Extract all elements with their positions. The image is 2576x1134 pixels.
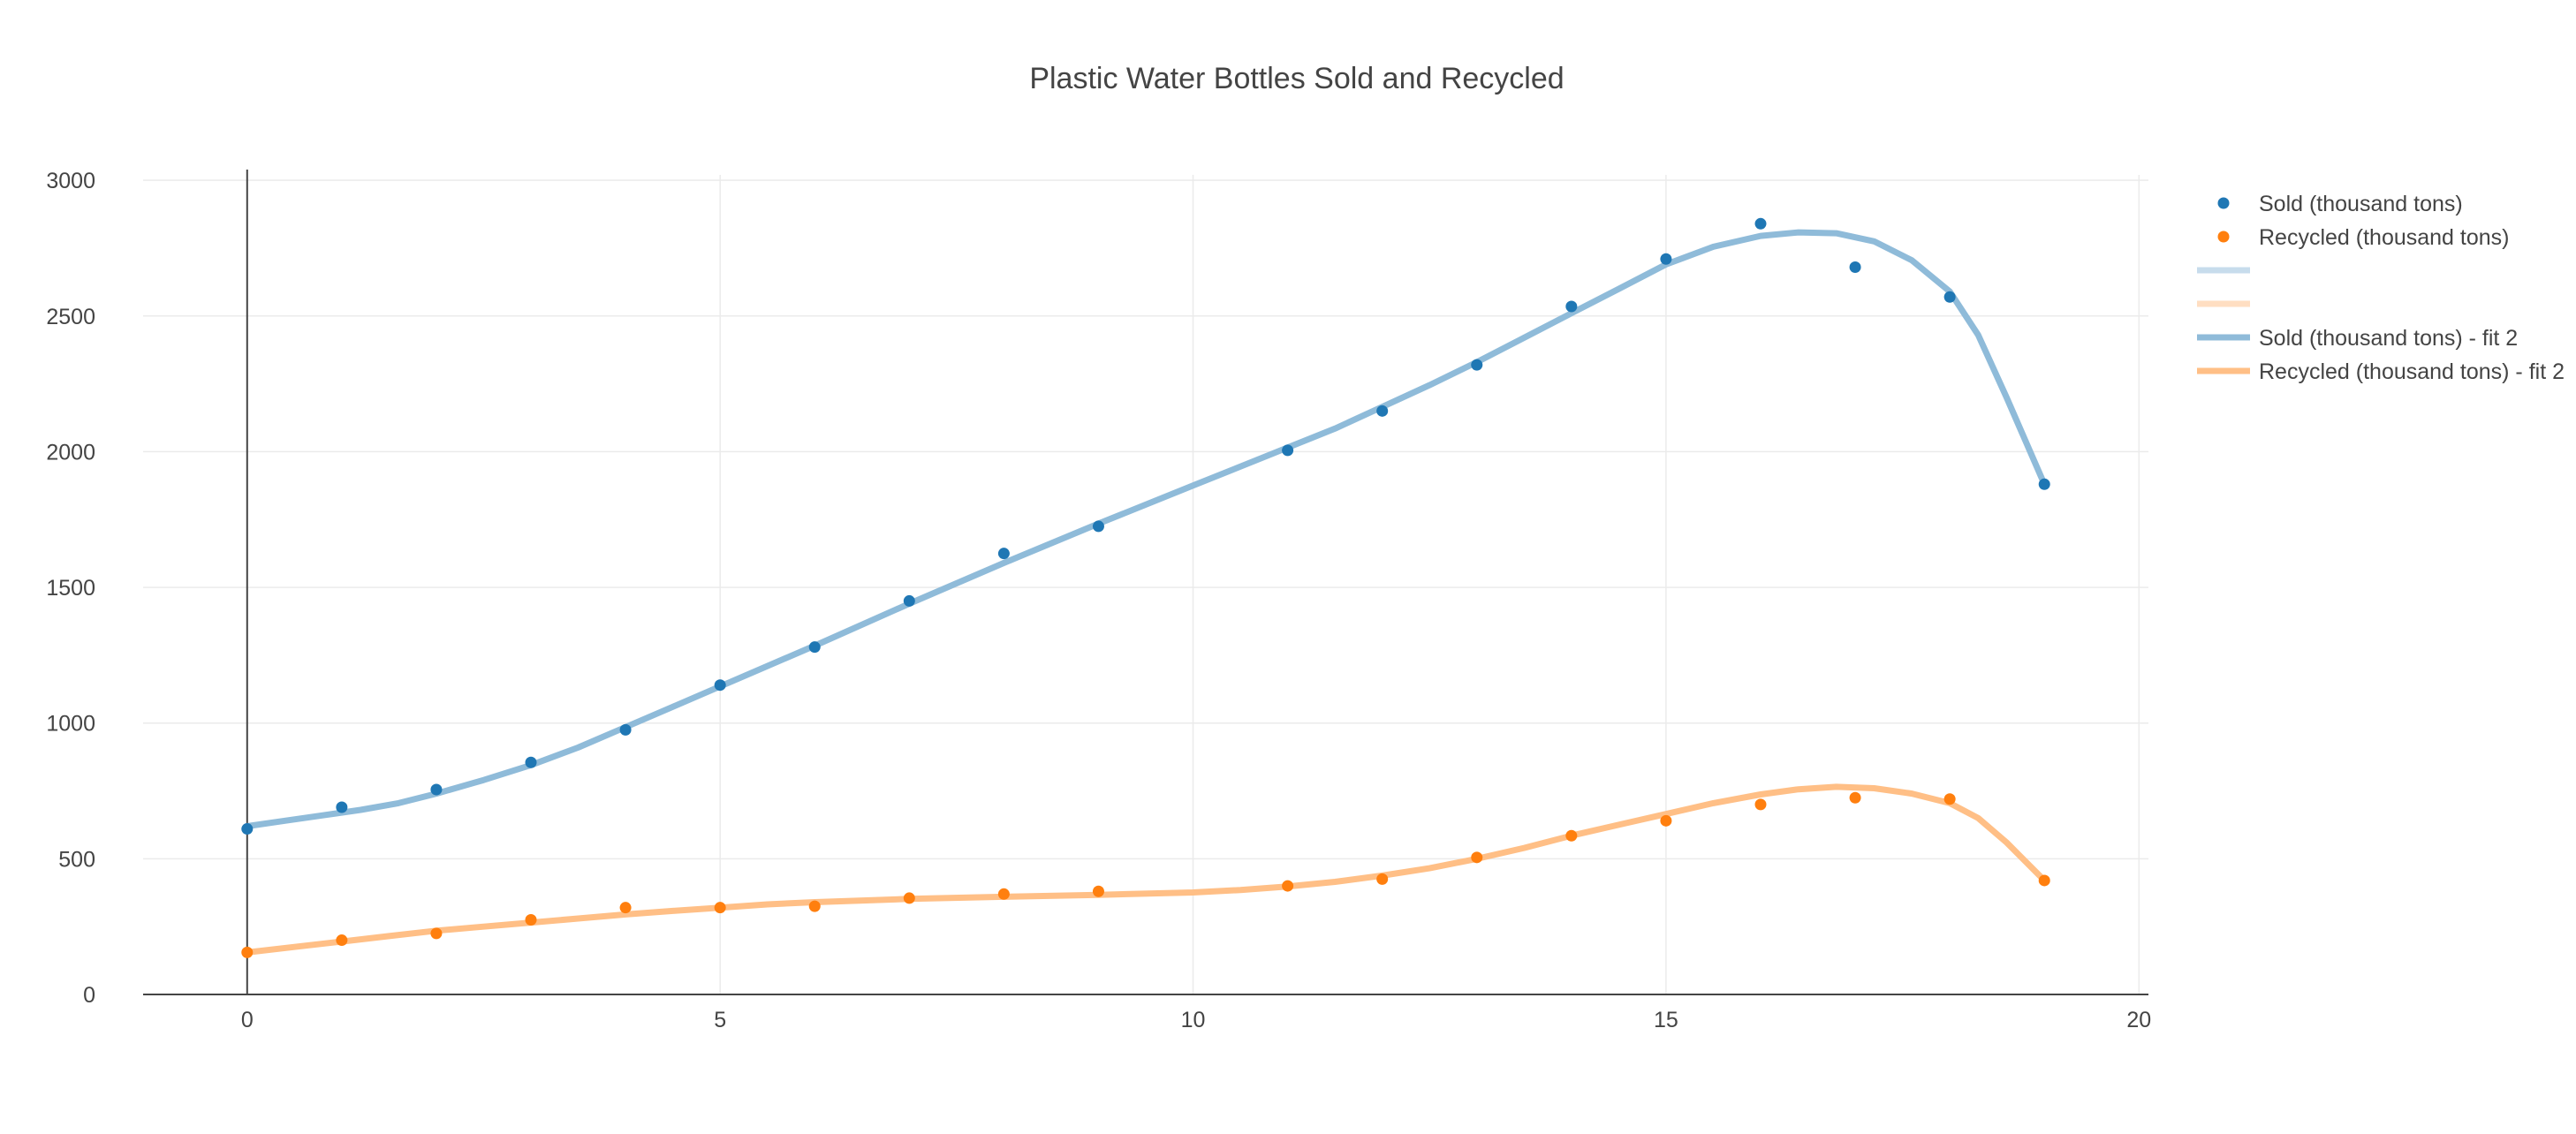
y-tick-label: 1000: [46, 712, 95, 737]
data-point-1: [241, 946, 254, 958]
data-point-1: [714, 902, 726, 914]
legend-item[interactable]: Recycled (thousand tons): [2217, 225, 2510, 250]
data-point-1: [430, 927, 443, 940]
data-point-0: [714, 679, 726, 692]
data-point-0: [1565, 300, 1578, 313]
data-point-1: [808, 900, 821, 912]
grid-layer: [143, 175, 2148, 994]
data-point-1: [1092, 885, 1104, 897]
data-point-1: [619, 902, 632, 914]
series-line-4: [244, 229, 2048, 829]
y-tick-label: 0: [83, 983, 95, 1008]
y-tick-label: 2000: [46, 440, 95, 465]
data-point-1: [1376, 873, 1389, 885]
x-tick-label: 5: [714, 1008, 726, 1032]
data-point-0: [1092, 520, 1104, 533]
data-point-1: [1565, 829, 1578, 842]
data-point-1: [1471, 851, 1483, 864]
legend-label: Sold (thousand tons) - fit 2: [2259, 326, 2518, 351]
data-point-0: [619, 723, 632, 736]
data-point-0: [525, 756, 537, 768]
data-point-1: [1660, 814, 1672, 827]
data-point-0: [241, 823, 254, 835]
data-point-1: [525, 913, 537, 926]
data-point-0: [1471, 359, 1483, 371]
chart-title: Plastic Water Bottles Sold and Recycled: [1029, 62, 1564, 95]
tick-labels: 0 500 1000 1500 2000 2500 3000 0 5 10 15 20: [46, 169, 2151, 1032]
y-tick-label: 1500: [46, 576, 95, 601]
legend-item[interactable]: Sold (thousand tons): [2217, 192, 2463, 216]
data-point-0: [336, 801, 348, 813]
series-layer: [241, 217, 2050, 958]
axis-layer: [143, 170, 2148, 995]
x-tick-label: 15: [1654, 1008, 1678, 1032]
data-point-0: [997, 548, 1010, 560]
data-point-0: [2038, 478, 2050, 490]
data-point-0: [1754, 217, 1767, 230]
data-point-1: [1282, 880, 1294, 892]
x-tick-label: 10: [1181, 1008, 1206, 1032]
data-point-0: [430, 783, 443, 796]
data-point-0: [808, 641, 821, 654]
data-point-0: [1660, 253, 1672, 265]
legend-item[interactable]: Recycled (thousand tons) - fit 2: [2197, 359, 2565, 384]
data-point-1: [336, 934, 348, 947]
data-point-0: [1849, 261, 1861, 273]
y-tick-label: 2500: [46, 305, 95, 329]
legend[interactable]: Sold (thousand tons) Recycled (thousand t…: [2197, 192, 2565, 384]
data-point-0: [903, 594, 915, 607]
y-tick-label: 500: [58, 847, 95, 872]
data-point-1: [2038, 874, 2050, 887]
data-point-1: [1754, 798, 1767, 811]
data-point-1: [1943, 793, 1956, 805]
legend-marker: [2217, 231, 2230, 243]
legend-label: Recycled (thousand tons) - fit 2: [2259, 359, 2565, 384]
data-point-1: [903, 892, 915, 904]
legend-item[interactable]: Sold (thousand tons) - fit 2: [2197, 326, 2518, 351]
data-point-0: [1376, 404, 1389, 417]
data-point-1: [997, 888, 1010, 900]
legend-marker: [2217, 197, 2230, 209]
y-tick-label: 3000: [46, 169, 95, 193]
data-point-0: [1282, 444, 1294, 457]
data-point-1: [1849, 791, 1861, 804]
x-tick-label: 0: [241, 1008, 254, 1032]
x-tick-label: 20: [2126, 1008, 2151, 1032]
legend-label: Sold (thousand tons): [2259, 192, 2463, 216]
data-point-0: [1943, 291, 1956, 303]
legend-label: Recycled (thousand tons): [2259, 225, 2509, 250]
